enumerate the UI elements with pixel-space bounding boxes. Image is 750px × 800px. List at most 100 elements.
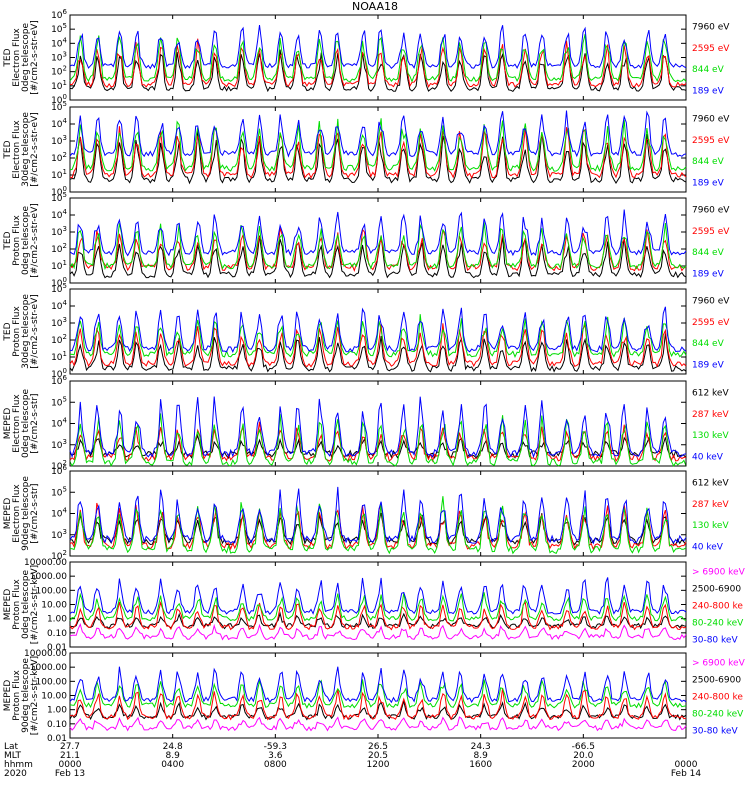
y-tick-label: 0.01 (47, 643, 67, 653)
y-axis-label: Proton Flux (12, 579, 22, 630)
y-axis-label: Electron Flux (12, 484, 22, 543)
y-axis-label: 0deg telescope (21, 389, 31, 459)
legend-entry: 2595 eV (692, 136, 730, 146)
y-tick-label: 104 (51, 208, 67, 221)
series-line (69, 209, 687, 257)
legend-entry: 2595 eV (692, 227, 730, 237)
legend-entry: 40 keV (692, 452, 724, 462)
legend-entry: 30-80 keV (692, 727, 738, 737)
series-line (69, 110, 687, 158)
legend-entry: 30-80 keV (692, 636, 738, 646)
y-axis-label: [#/cm2-s-str-eV] (30, 294, 40, 369)
x-tick-label: 27.7 (60, 742, 80, 752)
y-axis-label: [#/cm2-s-str-keV] (30, 565, 40, 644)
y-tick-label: 103 (51, 316, 67, 329)
y-axis-label: 0deg telescope (21, 206, 31, 276)
y-axis-label: 0deg telescope (21, 570, 31, 640)
x-tick-label: 0400 (161, 760, 184, 770)
y-axis-label: TED (3, 140, 13, 159)
x-tick-label: 24.3 (471, 742, 491, 752)
series-line (69, 666, 687, 704)
legend-entry: 844 eV (692, 157, 725, 167)
legend-entry: 80-240 keV (692, 710, 744, 720)
y-tick-label: 103 (51, 134, 67, 147)
x-tick-label: 8.9 (474, 751, 489, 761)
y-axis-label: Electron Flux (12, 120, 22, 179)
x-tick-label: 0000 (675, 760, 698, 770)
y-axis-label: [#/cm2-s-str-eV] (30, 112, 40, 187)
legend-entry: 612 keV (692, 479, 729, 489)
series-line (69, 592, 687, 622)
x-tick-label: 26.5 (368, 742, 388, 752)
y-axis-label: 90deg telescope (21, 658, 31, 733)
series-line (69, 126, 687, 179)
y-axis-label: [#/cm2-s-str-keV] (30, 656, 40, 735)
series-line (69, 716, 687, 732)
y-tick-label: 1000.00 (30, 663, 67, 673)
legend-entry: 40 keV (692, 542, 724, 552)
x-tick-label: 20.0 (573, 751, 593, 761)
legend-entry: 2595 eV (692, 44, 730, 54)
series-line (69, 24, 687, 70)
legend-entry: 287 keV (692, 410, 729, 420)
x-row-label: 2020 (4, 769, 27, 779)
chart-title: NOAA18 (351, 0, 399, 13)
y-axis-label: 30deg telescope (21, 294, 31, 369)
legend-entry: 130 keV (692, 521, 729, 531)
chart-panel: 0.01 0.10 1.00 10.00 100.00 1000.00 10000.00 ME… (3, 558, 746, 653)
legend-entry: 240-800 ke (692, 693, 743, 703)
y-tick-label: 103 (51, 51, 67, 64)
series-line (69, 600, 687, 631)
legend-entry: 7960 eV (692, 206, 730, 216)
y-axis-label: Proton Flux (12, 670, 22, 721)
x-tick-label: 3.6 (268, 751, 283, 761)
y-axis-label: MEPED (3, 680, 13, 712)
series-line (69, 688, 687, 721)
y-tick-label: 104 (51, 36, 67, 49)
legend-entry: 2500-6900 (692, 676, 741, 686)
y-tick-label: 101 (51, 259, 67, 272)
y-axis-label: Proton Flux (12, 215, 22, 266)
y-axis-label: TED (3, 231, 13, 250)
y-tick-label: 101 (51, 79, 67, 92)
y-tick-label: 1000.00 (30, 572, 67, 582)
y-tick-label: 105 (51, 485, 67, 498)
legend-entry: 2595 eV (692, 318, 730, 328)
y-tick-label: 101 (51, 168, 67, 181)
x-tick-label: -66.5 (572, 742, 595, 752)
x-tick-label: 0800 (264, 760, 287, 770)
y-axis-label: 90deg telescope (21, 476, 31, 551)
legend-entry: > 6900 keV (692, 659, 746, 669)
y-tick-label: 105 (51, 395, 67, 408)
y-tick-label: 0.10 (47, 720, 67, 730)
x-tick-label: 0000 (59, 760, 82, 770)
y-tick-label: 101 (51, 350, 67, 363)
x-tick-label: 1200 (367, 760, 390, 770)
x-tick-label: 20.5 (368, 751, 388, 761)
y-axis-label: [#/cm2-s-str] (30, 483, 40, 543)
legend-entry: 844 eV (692, 248, 725, 258)
x-tick-label: 8.9 (166, 751, 181, 761)
legend-entry: 7960 eV (692, 297, 730, 307)
y-tick-label: 100.00 (36, 586, 68, 596)
y-tick-label: 103 (51, 528, 67, 541)
legend-entry: 2500-6900 (692, 585, 741, 595)
legend-entry: 80-240 keV (692, 619, 744, 629)
y-tick-label: 102 (51, 65, 67, 78)
series-line (69, 413, 687, 467)
x-row-label: Lat (4, 742, 19, 752)
legend-entry: 130 keV (692, 431, 729, 441)
series-line (69, 496, 687, 555)
y-axis-label: MEPED (3, 498, 13, 530)
x-tick-label: 1600 (469, 760, 492, 770)
legend-entry: 612 keV (692, 389, 729, 399)
y-tick-label: 104 (51, 507, 67, 520)
y-tick-label: 103 (51, 225, 67, 238)
series-line (69, 222, 687, 271)
legend-entry: 189 eV (692, 178, 725, 188)
legend-entry: 7960 eV (692, 23, 730, 33)
